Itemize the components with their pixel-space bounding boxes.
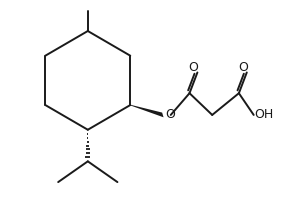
Text: OH: OH (255, 108, 274, 121)
Polygon shape (130, 105, 164, 117)
Text: O: O (238, 61, 248, 74)
Text: O: O (188, 61, 198, 74)
Text: O: O (165, 108, 175, 121)
